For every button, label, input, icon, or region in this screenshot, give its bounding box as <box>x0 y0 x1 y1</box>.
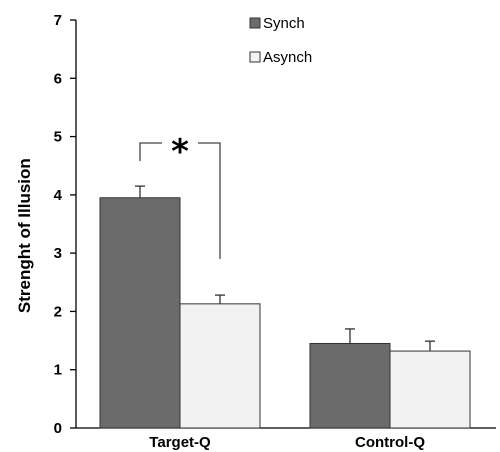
legend-label-asynch: Asynch <box>263 49 312 66</box>
bar-synch-target-q <box>100 198 180 428</box>
y-tick-label: 0 <box>54 420 62 437</box>
y-axis: 0 1 2 3 4 5 6 7 <box>54 12 76 437</box>
y-tick-label: 6 <box>54 70 62 87</box>
y-tick-label: 3 <box>54 245 62 262</box>
x-category-label: Target-Q <box>149 434 211 451</box>
y-axis-title: Strenght of Illusion <box>15 158 34 313</box>
legend-swatch-synch <box>250 18 260 28</box>
y-tick-label: 5 <box>54 129 62 146</box>
bar-asynch-control-q <box>390 351 470 428</box>
bar-asynch-target-q <box>180 304 260 428</box>
y-tick-label: 1 <box>54 362 62 379</box>
legend-label-synch: Synch <box>263 15 305 32</box>
bar-synch-control-q <box>310 343 390 428</box>
y-tick-label: 4 <box>54 187 63 204</box>
bars <box>100 186 470 428</box>
y-tick-label: 7 <box>54 12 62 29</box>
x-category-label: Control-Q <box>355 434 425 451</box>
y-tick-label: 2 <box>54 303 62 320</box>
significance-star: * <box>171 132 189 172</box>
legend-swatch-asynch <box>250 52 260 62</box>
x-axis: Target-Q Control-Q <box>76 428 496 451</box>
legend: Synch Asynch <box>250 15 312 66</box>
